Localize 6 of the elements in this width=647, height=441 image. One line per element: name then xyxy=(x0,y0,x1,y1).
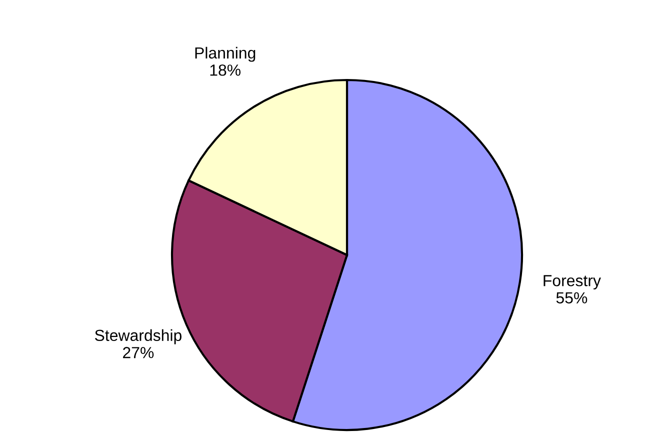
slice-label: Forestry xyxy=(544,275,601,290)
slice-label: Stewardship xyxy=(94,329,182,344)
data-label: 55% xyxy=(556,292,588,304)
slice-label: Planning xyxy=(195,46,256,62)
data-label: 27% xyxy=(123,346,154,358)
data-label: 18% xyxy=(210,64,241,76)
